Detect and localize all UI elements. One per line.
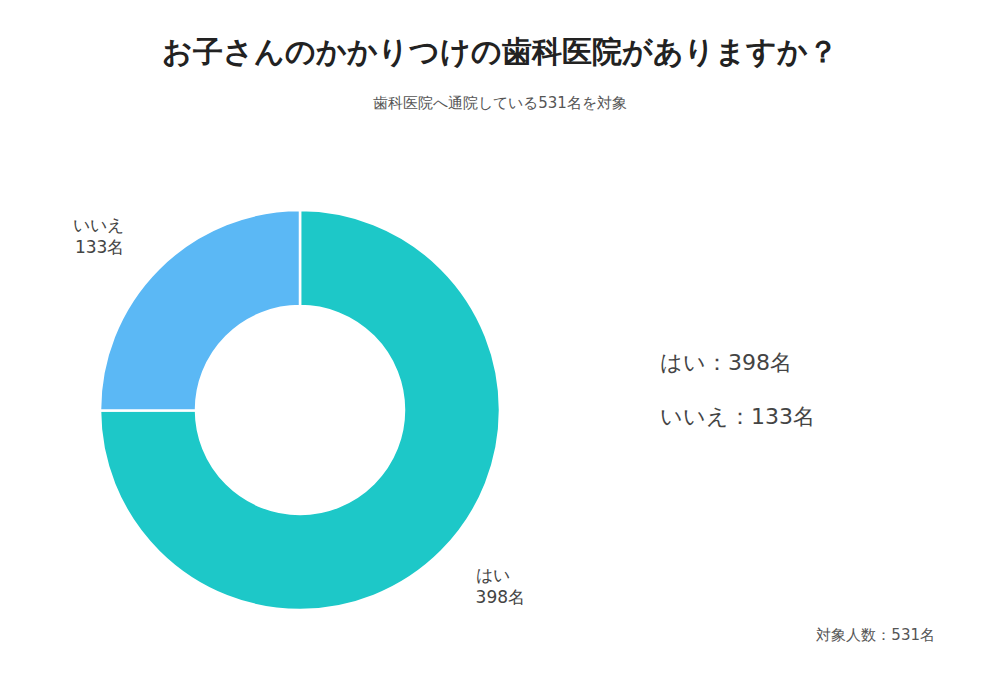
slice-value-label: 133名 — [75, 237, 124, 257]
annotation: はい：398名 — [660, 350, 792, 375]
slice-value-label: 398名 — [476, 587, 525, 607]
slice — [100, 210, 300, 411]
annotation: 対象人数：531名 — [816, 626, 935, 644]
subtitle: 歯科医院へ通院している531名を対象 — [373, 94, 627, 112]
annotations: はい：398名いいえ：133名対象人数：531名 — [660, 350, 935, 644]
annotation: いいえ：133名 — [660, 404, 815, 429]
slices — [100, 210, 500, 610]
slice-category: はい — [476, 565, 510, 585]
title: お子さんのかかりつけの歯科医院がありますか？ — [162, 34, 838, 69]
slice-category: いいえ — [73, 215, 124, 235]
slice-labels: はい398名 いいえ133名 — [73, 215, 525, 607]
slice — [100, 210, 500, 610]
chart: お子さんのかかりつけの歯科医院がありますか？ 歯科医院へ通院している531名を対象… — [0, 0, 1000, 700]
